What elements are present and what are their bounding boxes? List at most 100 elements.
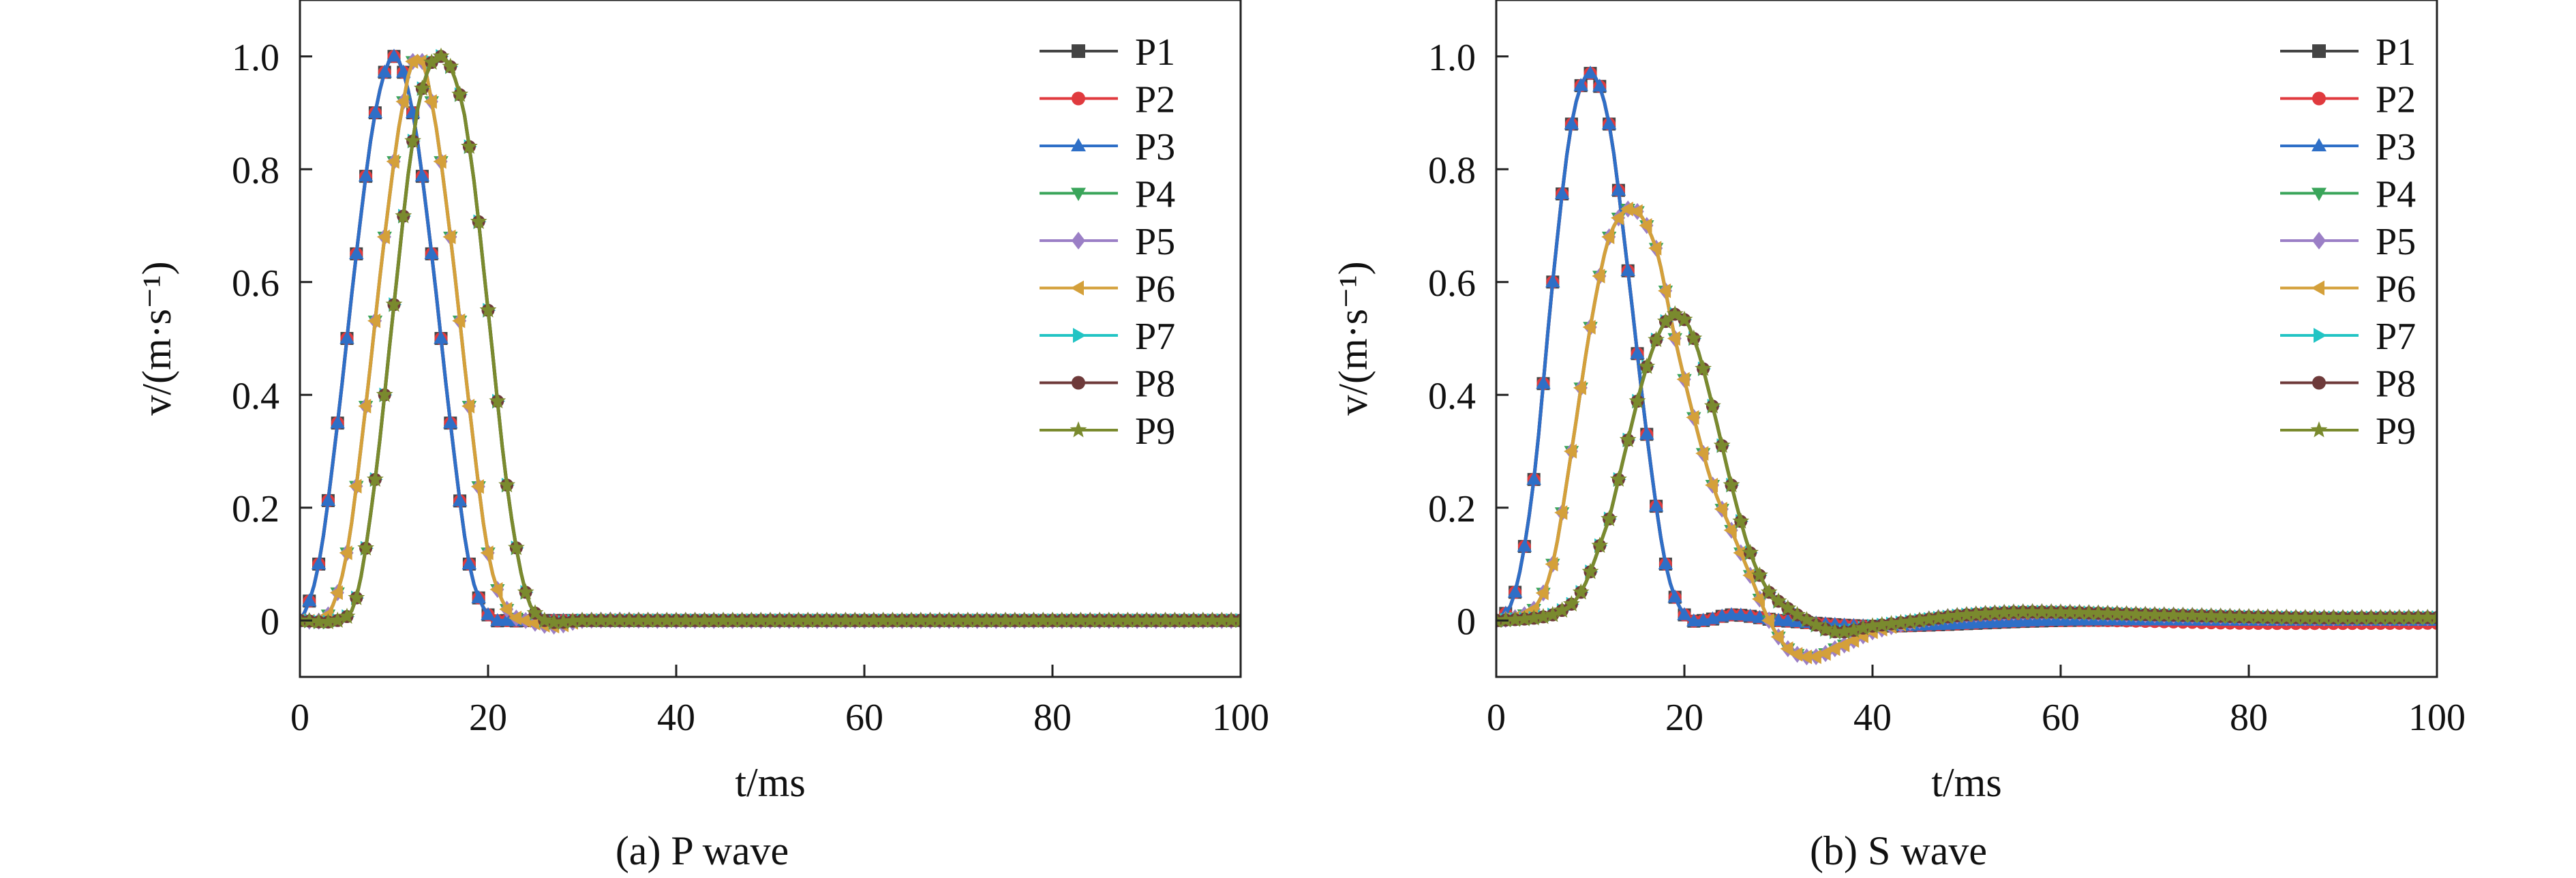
data-point: [1581, 562, 1599, 579]
y-tick-label: 0.6: [232, 262, 279, 305]
data-point: [1836, 637, 1850, 652]
data-point: [498, 476, 516, 493]
data-point: [367, 105, 383, 119]
data-point: [1554, 186, 1570, 200]
data-point: [1705, 477, 1718, 493]
data-point: [1564, 444, 1577, 459]
y-tick-label: 0.8: [1428, 149, 1476, 192]
legend-item-p3: P3: [1040, 126, 1175, 168]
data-point: [1695, 359, 1712, 376]
legend-item-p5: P5: [1040, 221, 1175, 263]
x-axis-label: t/ms: [1931, 760, 2001, 805]
data-point: [1733, 607, 1748, 621]
data-point: [1620, 262, 1635, 276]
series-line-p5: [1496, 207, 2437, 659]
chart-caption: (b) S wave: [1810, 828, 1987, 873]
data-point: [358, 168, 374, 182]
x-tick-label: 80: [2230, 697, 2268, 739]
data-point: [330, 415, 345, 429]
data-point: [1724, 607, 1739, 620]
legend-label: P6: [2376, 269, 2416, 311]
legend-swatch-marker: [2312, 138, 2327, 151]
legend-label: P8: [1135, 363, 1175, 406]
legend-label: P7: [2376, 316, 2416, 358]
series-line-p4: [1496, 207, 2437, 659]
data-point: [1526, 472, 1541, 485]
data-point: [386, 154, 399, 169]
legend-swatch-marker: [1070, 280, 1084, 296]
data-point: [1789, 647, 1803, 662]
data-point: [470, 213, 487, 229]
data-point: [1545, 274, 1560, 288]
x-tick-label: 0: [1487, 697, 1506, 739]
data-point: [499, 601, 513, 617]
data-point: [357, 539, 375, 556]
legend-swatch-marker: [2311, 280, 2324, 296]
data-point: [1798, 611, 1815, 628]
legend-swatch-marker: [1072, 376, 1085, 390]
data-point: [442, 229, 456, 245]
data-point: [1573, 380, 1586, 395]
legend-item-p6: P6: [2280, 269, 2416, 311]
data-point: [1808, 649, 1821, 665]
legend-item-p7: P7: [2280, 316, 2416, 358]
legend-swatch-marker: [2312, 376, 2326, 390]
x-tick-label: 0: [290, 697, 309, 739]
x-tick-label: 60: [845, 697, 883, 739]
data-point: [1535, 586, 1549, 601]
data-point: [432, 47, 450, 64]
data-point: [1517, 539, 1532, 552]
data-point: [1732, 512, 1750, 529]
legend-swatch-marker: [1072, 232, 1085, 249]
data-point: [1667, 589, 1682, 603]
data-point: [1232, 611, 1241, 628]
data-point: [376, 229, 390, 245]
legend-label: P3: [1135, 126, 1175, 168]
legend-label: P5: [2376, 221, 2416, 263]
data-point: [329, 585, 343, 601]
data-point: [395, 94, 409, 109]
legend-swatch-marker: [2312, 232, 2326, 249]
legend-swatch-marker: [1071, 138, 1086, 151]
series-markers-p2: [1496, 67, 2437, 633]
data-point: [1685, 329, 1703, 346]
data-point: [376, 386, 393, 402]
series-line-p6: [1496, 207, 2437, 659]
data-point: [1676, 310, 1693, 327]
legend-item-p9: P9: [2280, 410, 2416, 453]
data-point: [1507, 584, 1523, 598]
legend-label: P9: [2376, 410, 2416, 453]
data-point: [1591, 536, 1609, 554]
legend-swatch-marker: [1072, 44, 1085, 58]
data-point: [1817, 646, 1831, 661]
data-point: [1742, 608, 1758, 622]
legend-swatch-marker: [1073, 328, 1087, 343]
data-point: [1827, 641, 1840, 656]
data-point: [1592, 78, 1607, 92]
data-point: [1609, 470, 1627, 487]
legend-label: P2: [2376, 79, 2416, 121]
legend-label: P9: [1135, 410, 1175, 453]
data-point: [311, 556, 327, 570]
data-point: [387, 48, 401, 62]
data-point: [1572, 583, 1590, 600]
data-point: [536, 611, 554, 628]
legend-swatch-marker: [1070, 421, 1087, 438]
x-tick-label: 80: [1033, 697, 1072, 739]
data-point: [367, 313, 381, 329]
x-tick-label: 40: [1853, 697, 1892, 739]
data-point: [461, 399, 475, 414]
data-point: [348, 588, 365, 605]
data-point: [1779, 599, 1797, 616]
data-point: [377, 64, 392, 78]
x-tick-label: 100: [1212, 697, 1269, 739]
data-point: [1807, 616, 1825, 633]
legend-label: P2: [1135, 79, 1175, 121]
data-point: [424, 246, 439, 260]
legend-swatch-marker: [2312, 91, 2326, 106]
data-point: [1723, 523, 1737, 538]
legend-swatch-marker: [2312, 44, 2326, 58]
data-point: [423, 94, 437, 109]
data-point: [1628, 392, 1646, 409]
